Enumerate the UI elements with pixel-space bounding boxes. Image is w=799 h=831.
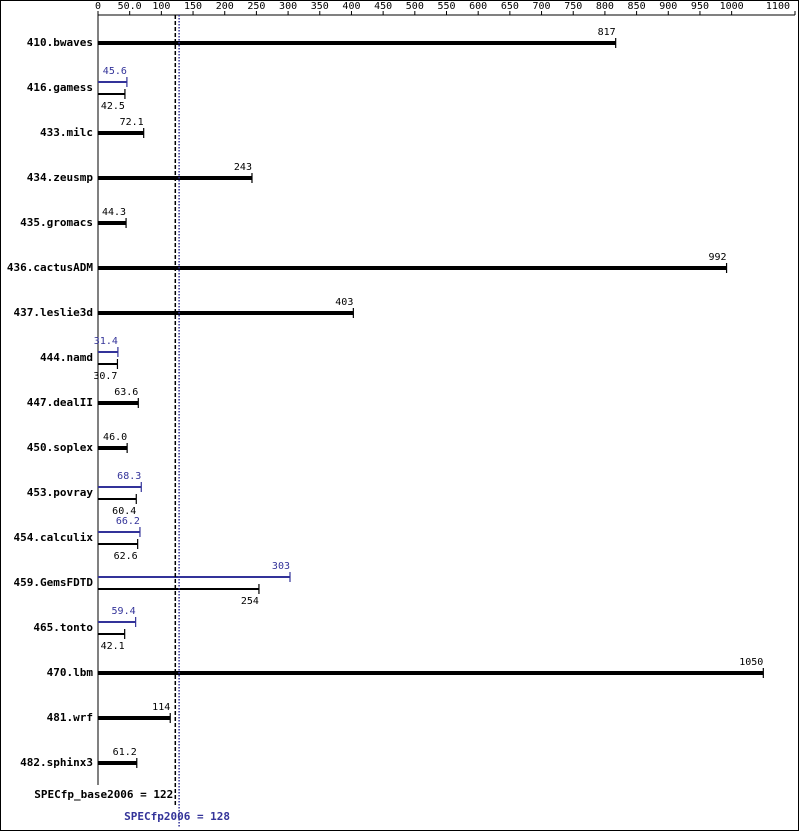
x-tick-label: 600 bbox=[469, 1, 487, 12]
x-tick-label: 750 bbox=[564, 1, 582, 12]
category-label: 434.zeusmp bbox=[27, 171, 94, 184]
category-label: 444.namd bbox=[40, 351, 93, 364]
value-label: 72.1 bbox=[120, 117, 144, 128]
value-label: 403 bbox=[335, 297, 353, 308]
value-label: 61.2 bbox=[113, 747, 137, 758]
category-label: 435.gromacs bbox=[20, 216, 93, 229]
category-label: 465.tonto bbox=[33, 621, 93, 634]
category-label: 482.sphinx3 bbox=[20, 756, 93, 769]
category-label: 450.soplex bbox=[27, 441, 94, 454]
x-tick-label: 500 bbox=[406, 1, 424, 12]
reference-label: SPECfp_base2006 = 122 bbox=[34, 788, 173, 801]
category-label: 454.calculix bbox=[14, 531, 94, 544]
peak-value-label: 59.4 bbox=[112, 606, 136, 617]
x-tick-label: 250 bbox=[247, 1, 265, 12]
peak-value-label: 303 bbox=[272, 561, 290, 572]
x-tick-label: 150 bbox=[184, 1, 202, 12]
x-tick-label: 300 bbox=[279, 1, 297, 12]
peak-value-label: 66.2 bbox=[116, 516, 140, 527]
x-tick-label: 700 bbox=[533, 1, 551, 12]
x-tick-label: 100 bbox=[152, 1, 170, 12]
value-label: 114 bbox=[152, 702, 170, 713]
category-label: 416.gamess bbox=[27, 81, 93, 94]
value-label: 60.4 bbox=[112, 506, 136, 517]
category-label: 436.cactusADM bbox=[7, 261, 93, 274]
value-label: 46.0 bbox=[103, 432, 127, 443]
x-tick-label: 800 bbox=[596, 1, 614, 12]
value-label: 44.3 bbox=[102, 207, 126, 218]
value-label: 1050 bbox=[739, 657, 763, 668]
peak-value-label: 68.3 bbox=[117, 471, 141, 482]
x-tick-label: 850 bbox=[628, 1, 646, 12]
value-label: 992 bbox=[709, 252, 727, 263]
x-tick-label: 0 bbox=[95, 1, 101, 12]
category-label: 410.bwaves bbox=[27, 36, 93, 49]
category-label: 470.lbm bbox=[47, 666, 94, 679]
x-tick-label: 650 bbox=[501, 1, 519, 12]
value-label: 63.6 bbox=[114, 387, 138, 398]
x-tick-label: 50.0 bbox=[118, 1, 142, 12]
x-tick-label: 550 bbox=[437, 1, 455, 12]
category-label: 433.milc bbox=[40, 126, 93, 139]
x-tick-label: 450 bbox=[374, 1, 392, 12]
value-label: 62.6 bbox=[114, 551, 138, 562]
category-label: 447.dealII bbox=[27, 396, 93, 409]
x-tick-label: 200 bbox=[216, 1, 234, 12]
category-label: 437.leslie3d bbox=[14, 306, 93, 319]
category-label: 481.wrf bbox=[47, 711, 93, 724]
category-label: 453.povray bbox=[27, 486, 94, 499]
value-label: 42.1 bbox=[101, 641, 125, 652]
x-tick-label: 900 bbox=[659, 1, 677, 12]
x-tick-label: 400 bbox=[342, 1, 360, 12]
x-tick-label: 950 bbox=[691, 1, 709, 12]
category-label: 459.GemsFDTD bbox=[14, 576, 94, 589]
value-label: 254 bbox=[241, 596, 259, 607]
value-label: 30.7 bbox=[93, 371, 117, 382]
x-tick-label: 350 bbox=[311, 1, 329, 12]
value-label: 243 bbox=[234, 162, 252, 173]
value-label: 42.5 bbox=[101, 101, 125, 112]
value-label: 817 bbox=[598, 27, 616, 38]
peak-value-label: 45.6 bbox=[103, 66, 127, 77]
x-tick-label: 1000 bbox=[720, 1, 744, 12]
reference-label: SPECfp2006 = 128 bbox=[124, 810, 230, 823]
x-tick-label: 1100 bbox=[766, 1, 790, 12]
peak-value-label: 31.4 bbox=[94, 336, 118, 347]
